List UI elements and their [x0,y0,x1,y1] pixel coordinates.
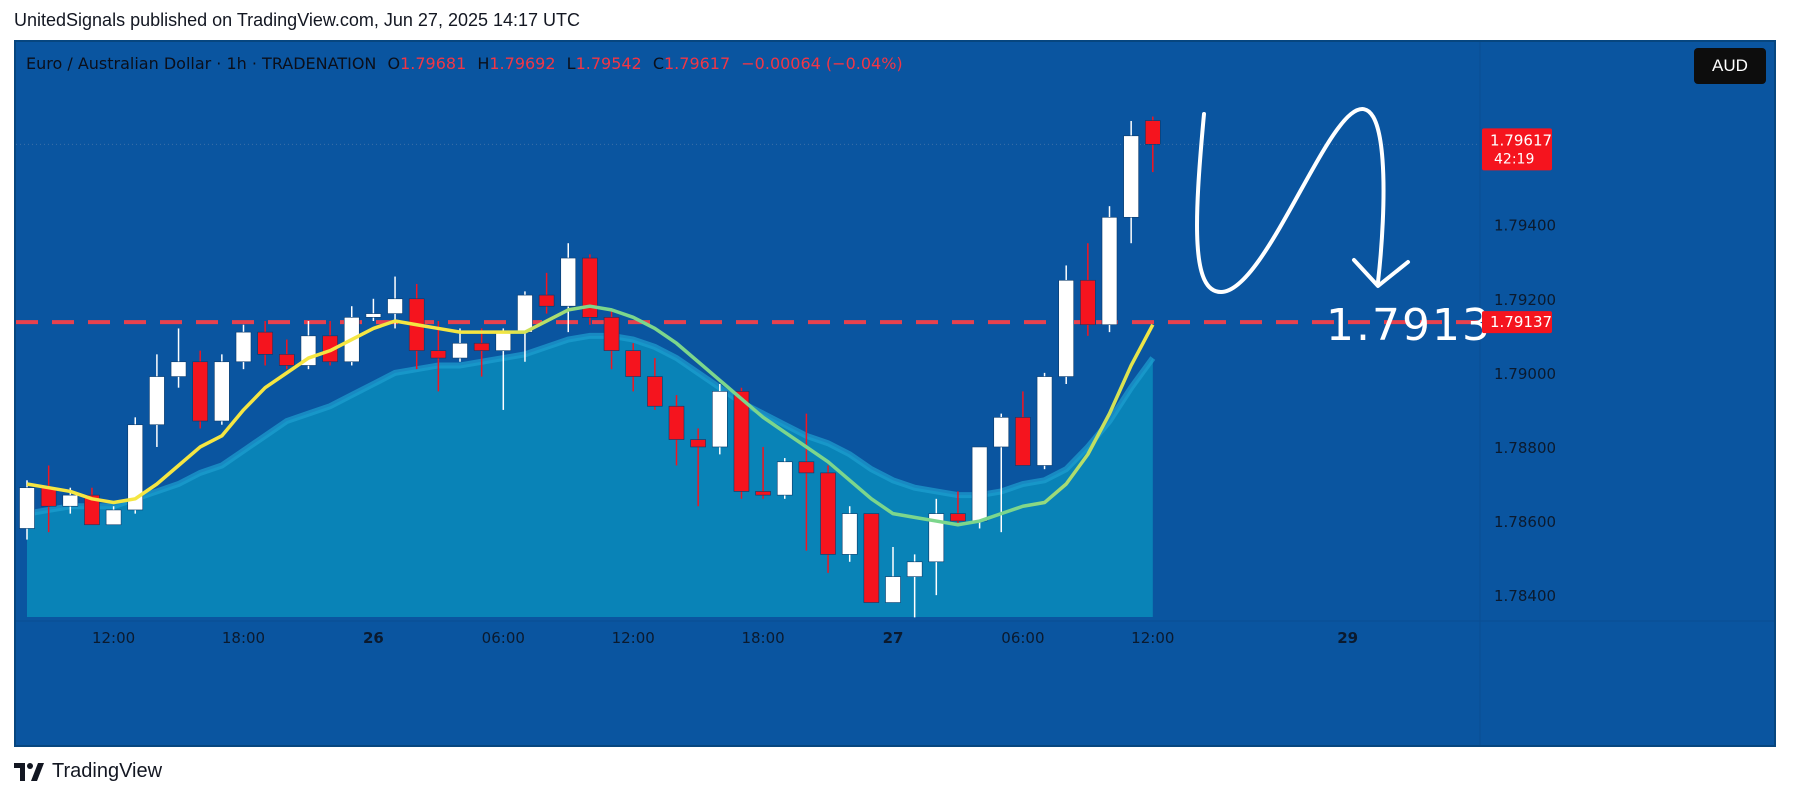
tradingview-logo-icon [14,762,44,781]
x-tick-label: 27 [883,629,904,647]
x-tick-label: 12:00 [612,629,655,647]
candle-body [776,461,793,496]
projection-arrow-path [1195,107,1386,295]
x-tick-label: 06:00 [482,629,525,647]
candle-body [906,561,923,577]
candle-body [278,354,295,366]
y-tick-label: 1.78600 [1494,513,1556,531]
candle-body [1123,135,1139,218]
candle-body [647,376,663,407]
x-tick-label: 29 [1337,629,1358,647]
y-tick-label: 1.79400 [1494,217,1556,235]
candle-body [560,257,577,307]
candle-body [105,509,122,526]
x-tick-label: 12:00 [92,629,135,647]
price-chart[interactable]: 1.7913 1.79400 1.79200 1.79000 1.78800 1.7860… [16,42,1776,747]
candle-body [19,487,35,529]
candle-body [668,405,685,440]
x-tick-label: 06:00 [1001,629,1044,647]
currency-button[interactable]: AUD [1694,48,1766,84]
candle-body [538,294,555,307]
candle-body [1058,279,1074,377]
candle-body [798,461,815,474]
candle-body [733,391,750,492]
level-price-label: 1.79137 [1490,313,1552,331]
x-tick-label: 18:00 [741,629,784,647]
tradingview-logo[interactable]: TradingView [14,760,162,783]
ma-slow-line [26,332,1156,517]
candle-body [928,513,945,563]
candle-body [149,376,165,426]
candle-body [40,487,57,507]
x-tick-label: 26 [363,629,384,647]
candle-body [127,424,144,511]
candle-body [495,331,512,351]
candle-body [711,391,728,448]
arrow-head-icon [1352,258,1410,288]
current-price-tag [1482,128,1552,171]
candle-body [387,298,403,314]
candle-body [755,491,771,496]
current-price-label: 1.79617 [1490,131,1552,149]
candle-body [1036,376,1053,466]
candle-body [473,342,490,351]
close-label: C [652,54,664,73]
candle-body [603,317,620,351]
y-tick-label: 1.79200 [1494,291,1556,309]
candle-body [863,513,880,603]
change-value: −0.00064 (−0.04%) [741,54,903,73]
ma-fast-line [26,304,1155,527]
candle-body [452,342,468,359]
candle-body [84,494,100,526]
y-tick-label: 1.79000 [1494,365,1556,383]
low-label: L [566,54,576,73]
level-price-tag [1482,311,1552,334]
x-tick-label: 12:00 [1131,629,1174,647]
candle-body [1101,216,1118,326]
candle-body [430,350,447,359]
candle-body [950,513,966,522]
symbol-label: Euro / Australian Dollar · 1h · TRADENAT… [26,54,377,73]
close-value: 1.79617 [664,54,731,73]
candle-body [820,472,836,555]
x-tick-label: 18:00 [222,629,265,647]
candle-body [625,350,642,377]
chart-panel[interactable]: 1.7913 1.79400 1.79200 1.79000 1.78800 1.7860… [14,40,1776,747]
candle-body [235,331,252,363]
candle-body [971,446,988,522]
candle-body [365,313,382,318]
candle-body [214,361,230,422]
tradingview-wordmark: TradingView [52,760,163,782]
candle-body [517,294,533,333]
candle-body [192,361,208,422]
target-annotation: 1.7913 [1326,300,1492,351]
low-value: 1.79542 [575,54,642,73]
candle-body [1145,120,1161,145]
candle-body [257,331,273,355]
candle-body [885,576,901,603]
y-tick-label: 1.78400 [1494,587,1556,605]
open-value: 1.79681 [400,54,467,73]
ohlc-legend: Euro / Australian Dollar · 1h · TRADENAT… [26,54,903,73]
candle-body [1080,279,1096,326]
candle-body [582,257,598,318]
candle-body [170,361,187,377]
countdown-label: 42:19 [1494,151,1534,167]
high-value: 1.79692 [489,54,556,73]
candle-body [993,417,1010,448]
open-label: O [387,54,401,73]
high-label: H [477,54,490,73]
candle-body [690,439,706,448]
candle-body [841,513,858,555]
publish-caption: UnitedSignals published on TradingView.c… [14,10,581,30]
candle-body [1015,417,1031,466]
candle-body [62,494,79,507]
y-tick-label: 1.78800 [1494,439,1556,457]
